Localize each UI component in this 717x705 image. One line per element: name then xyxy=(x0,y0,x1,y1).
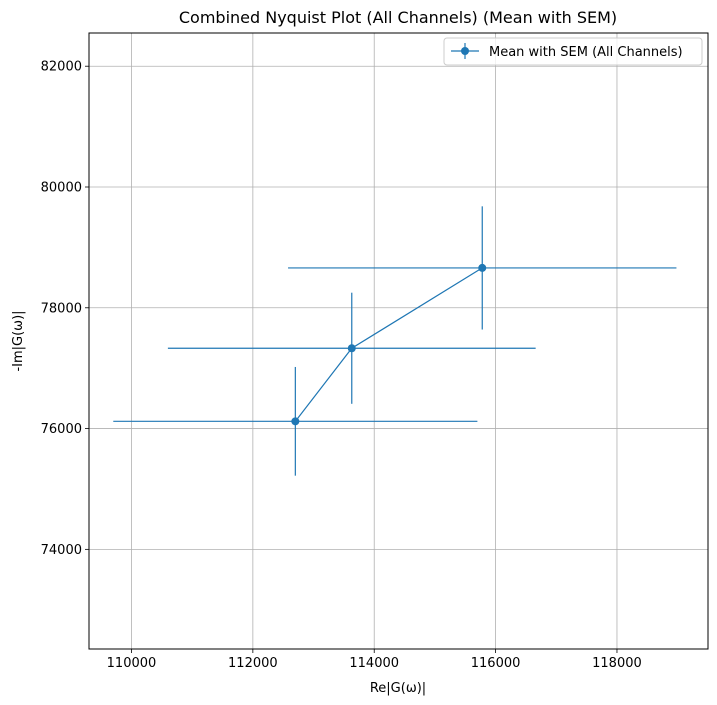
plot-frame xyxy=(88,32,709,650)
chart-title: Combined Nyquist Plot (All Channels) (Me… xyxy=(179,8,617,27)
grid xyxy=(89,33,708,649)
legend-box xyxy=(443,37,703,66)
legend-label: Mean with SEM (All Channels) xyxy=(489,45,683,60)
x-tick-label: 114000 xyxy=(349,656,399,671)
y-tick-label: 82000 xyxy=(41,60,82,75)
y-tick-label: 76000 xyxy=(41,422,82,437)
x-tick-label: 112000 xyxy=(228,656,278,671)
legend-marker-sample xyxy=(461,47,469,55)
data-series xyxy=(113,206,677,476)
y-tick-label: 74000 xyxy=(41,543,82,558)
data-point xyxy=(347,344,356,353)
x-tick-label: 118000 xyxy=(592,656,642,671)
legend: Mean with SEM (All Channels) xyxy=(443,37,703,66)
x-tick-label: 110000 xyxy=(107,656,157,671)
data-point xyxy=(478,263,487,272)
y-tick-label: 80000 xyxy=(41,181,82,196)
y-axis-label: -Im|G(ω)| xyxy=(11,310,26,371)
y-tick-label: 78000 xyxy=(41,301,82,316)
data-point xyxy=(291,417,300,426)
x-tick-label: 116000 xyxy=(471,656,521,671)
x-axis-label: Re|G(ω)| xyxy=(370,681,426,696)
axis-ticks: 110000 112000 114000 116000 118000 74000 76000… xyxy=(41,60,642,671)
